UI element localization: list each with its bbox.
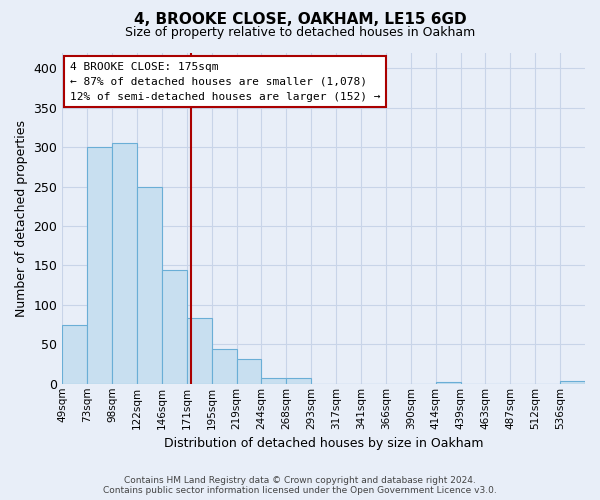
Text: 4, BROOKE CLOSE, OAKHAM, LE15 6GD: 4, BROOKE CLOSE, OAKHAM, LE15 6GD [134,12,466,28]
Bar [112,143,137,384]
Bar [236,358,262,384]
Bar [87,147,112,384]
Bar [560,382,585,384]
Bar [212,349,236,384]
Text: Contains HM Land Registry data © Crown copyright and database right 2024.
Contai: Contains HM Land Registry data © Crown c… [103,476,497,495]
Bar [162,270,187,384]
Bar [137,188,162,384]
Y-axis label: Number of detached properties: Number of detached properties [15,120,28,316]
Bar [62,326,87,384]
X-axis label: Distribution of detached houses by size in Oakham: Distribution of detached houses by size … [164,437,484,450]
Text: Size of property relative to detached houses in Oakham: Size of property relative to detached ho… [125,26,475,39]
Bar [187,318,212,384]
Bar [436,382,461,384]
Text: 4 BROOKE CLOSE: 175sqm
← 87% of detached houses are smaller (1,078)
12% of semi-: 4 BROOKE CLOSE: 175sqm ← 87% of detached… [70,62,380,102]
Bar [286,378,311,384]
Bar [262,378,286,384]
